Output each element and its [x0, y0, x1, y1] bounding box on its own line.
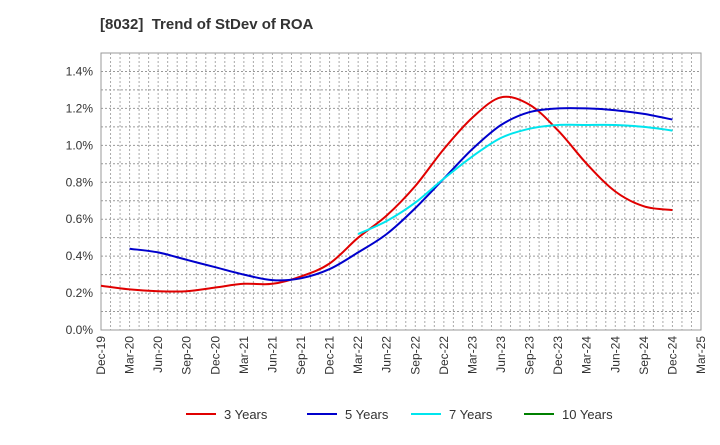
x-tick-label: Jun-20: [151, 336, 165, 373]
legend-label-2: 5 Years: [345, 407, 389, 422]
x-tick-label: Dec-19: [94, 336, 108, 375]
x-tick-label: Jun-24: [608, 336, 622, 373]
legend-label-3: 7 Years: [449, 407, 493, 422]
x-tick-label: Jun-22: [380, 336, 394, 373]
x-tick-label: Mar-25: [694, 336, 708, 374]
series-line-2: [129, 107, 673, 282]
x-tick-label: Dec-23: [551, 336, 565, 375]
legend-label-4: 10 Years: [562, 407, 613, 422]
x-tick-label: Sep-21: [294, 336, 308, 375]
y-tick-label: 0.6%: [66, 212, 94, 226]
x-tick-label: Sep-22: [408, 336, 422, 375]
x-tick-label: Mar-20: [123, 336, 137, 374]
chart-title: [8032] Trend of StDev of ROA: [100, 16, 314, 33]
y-tick-label: 1.2%: [66, 101, 94, 115]
x-tick-label: Dec-22: [437, 336, 451, 375]
x-tick-label: Dec-24: [665, 336, 679, 375]
x-tick-label: Mar-21: [237, 336, 251, 374]
x-tick-label: Sep-20: [180, 336, 194, 375]
legend-label-1: 3 Years: [224, 407, 268, 422]
series-line-3: [357, 123, 673, 235]
x-tick-label: Jun-21: [265, 336, 279, 373]
series-line-1: [100, 95, 673, 293]
x-tick-label: Mar-24: [580, 336, 594, 374]
y-tick-label: 1.0%: [66, 138, 94, 152]
x-tick-label: Jun-23: [494, 336, 508, 373]
x-tick-label: Sep-23: [523, 336, 537, 375]
x-tick-label: Mar-23: [465, 336, 479, 374]
y-tick-label: 0.4%: [66, 249, 94, 263]
y-tick-label: 1.4%: [66, 64, 94, 78]
x-tick-label: Dec-21: [323, 336, 337, 375]
x-tick-label: Mar-22: [351, 336, 365, 374]
y-tick-label: 0.2%: [66, 286, 94, 300]
x-tick-label: Sep-24: [637, 336, 651, 375]
y-tick-label: 0.8%: [66, 175, 94, 189]
plot-area: [100, 52, 702, 331]
x-tick-label: Dec-20: [208, 336, 222, 375]
y-tick-label: 0.0%: [66, 323, 94, 337]
